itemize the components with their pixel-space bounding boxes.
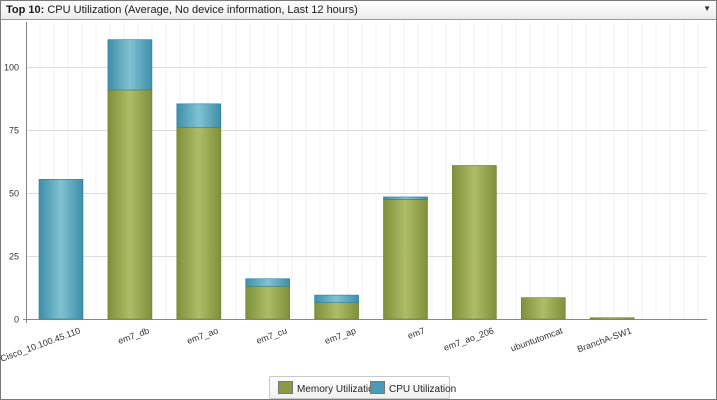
x-tick-label: em7: [406, 325, 426, 340]
bar-memory[interactable]: [245, 285, 290, 320]
x-tick-label: em7_ao: [185, 325, 219, 346]
y-tick-label: 50: [9, 189, 19, 199]
x-tick-label: Cisco_10.100.45.110: [0, 325, 82, 363]
legend-swatch-cpu: [370, 381, 385, 394]
x-tick-label: ubuntutomcat: [509, 325, 564, 353]
title-prefix: Top 10:: [6, 4, 45, 16]
y-tick-label: 25: [9, 252, 19, 262]
widget-titlebar: Top 10: CPU Utilization (Average, No dev…: [1, 1, 716, 20]
bar-memory[interactable]: [314, 302, 359, 320]
y-tick-label: 0: [14, 315, 19, 325]
bar-memory[interactable]: [107, 89, 153, 320]
legend-item-cpu[interactable]: CPU Utilization: [370, 381, 456, 395]
chevron-down-icon[interactable]: ▼: [703, 4, 711, 13]
chart-legend: Memory Utilization CPU Utilization: [269, 376, 456, 399]
legend-label-memory: Memory Utilization: [297, 384, 380, 395]
x-tick-label: em7_cu: [255, 325, 289, 345]
bar-memory[interactable]: [452, 165, 497, 320]
bar-memory[interactable]: [520, 297, 566, 320]
title-description: CPU Utilization (Average, No device info…: [47, 4, 358, 16]
bar-memory[interactable]: [589, 317, 635, 320]
y-tick-label: 75: [9, 126, 19, 136]
x-tick-label: em7_ap: [323, 325, 357, 346]
legend-label-cpu: CPU Utilization: [389, 384, 457, 395]
bar-cpu[interactable]: [176, 103, 222, 129]
bar-cpu[interactable]: [245, 278, 290, 287]
bar-cpu[interactable]: [314, 294, 359, 303]
x-tick-label: em7_db: [117, 325, 151, 346]
y-tick-label: 100: [4, 63, 19, 73]
widget-title: Top 10: CPU Utilization (Average, No dev…: [6, 4, 358, 16]
x-tick-label: em7_ao_206: [442, 325, 495, 352]
x-tick-label: BranchA-SW1: [576, 325, 633, 354]
bar-cpu[interactable]: [38, 179, 84, 320]
bar-memory[interactable]: [176, 127, 222, 320]
bar-cpu[interactable]: [383, 196, 428, 200]
legend-item-memory[interactable]: Memory Utilization: [278, 381, 379, 395]
bar-memory[interactable]: [383, 199, 428, 320]
legend-swatch-memory: [278, 381, 293, 394]
bar-cpu[interactable]: [107, 39, 153, 91]
